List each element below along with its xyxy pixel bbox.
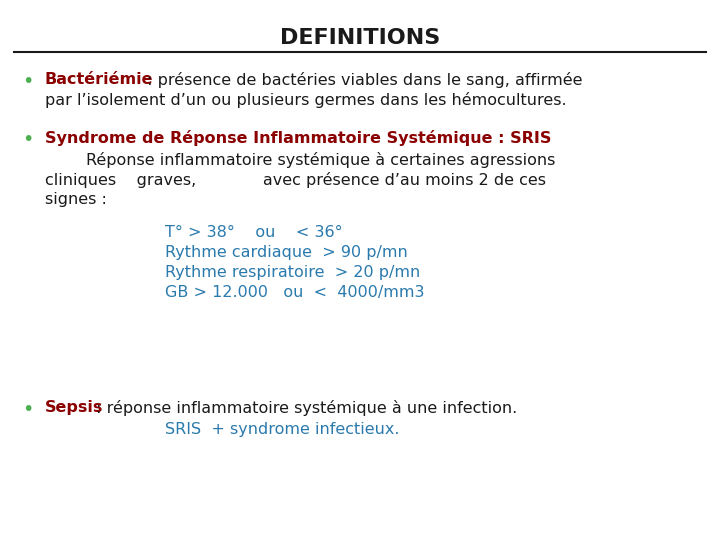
Text: signes :: signes :	[45, 192, 107, 207]
Text: T° > 38°    ou    < 36°: T° > 38° ou < 36°	[165, 225, 343, 240]
Text: SRIS  + syndrome infectieux.: SRIS + syndrome infectieux.	[165, 422, 400, 437]
Text: •: •	[22, 400, 33, 419]
Text: •: •	[22, 130, 33, 149]
Text: •: •	[22, 72, 33, 91]
Text: Sepsis: Sepsis	[45, 400, 104, 415]
Text: : réponse inflammatoire systémique à une infection.: : réponse inflammatoire systémique à une…	[91, 400, 517, 416]
Text: Rythme respiratoire  > 20 p/mn: Rythme respiratoire > 20 p/mn	[165, 265, 420, 280]
Text: DEFINITIONS: DEFINITIONS	[280, 28, 440, 48]
Text: Rythme cardiaque  > 90 p/mn: Rythme cardiaque > 90 p/mn	[165, 245, 408, 260]
Text: GB > 12.000   ou  <  4000/mm3: GB > 12.000 ou < 4000/mm3	[165, 285, 425, 300]
Text: Réponse inflammatoire systémique à certaines agressions: Réponse inflammatoire systémique à certa…	[45, 152, 555, 168]
Text: cliniques    graves,             avec présence d’au moins 2 de ces: cliniques graves, avec présence d’au moi…	[45, 172, 546, 188]
Text: Syndrome de Réponse Inflammatoire Systémique : SRIS: Syndrome de Réponse Inflammatoire Systém…	[45, 130, 552, 146]
Text: Bactériémie: Bactériémie	[45, 72, 153, 87]
Text: par l’isolement d’un ou plusieurs germes dans les hémocultures.: par l’isolement d’un ou plusieurs germes…	[45, 92, 567, 108]
Text: : présence de bactéries viables dans le sang, affirmée: : présence de bactéries viables dans le …	[142, 72, 582, 88]
